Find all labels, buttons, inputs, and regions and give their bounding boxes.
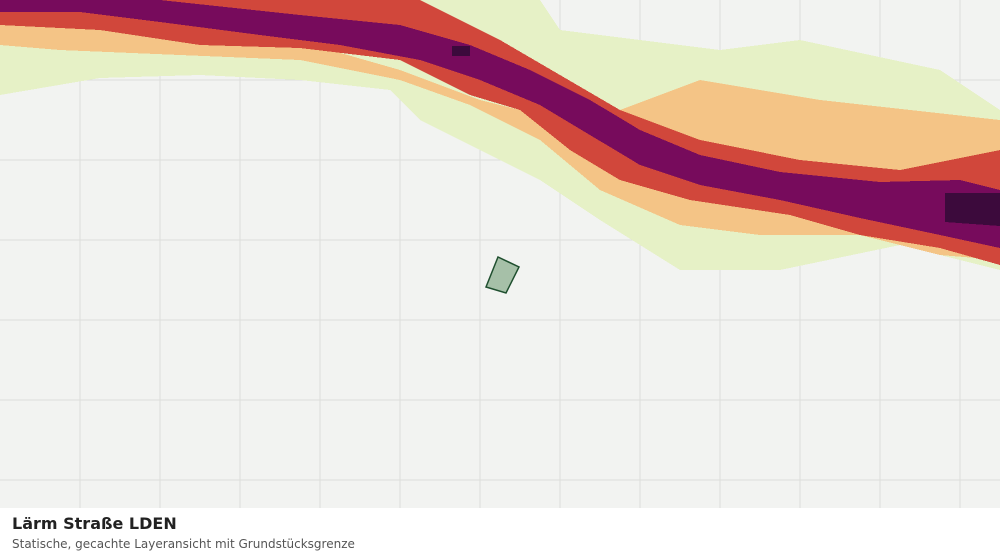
noise-zone-extreme xyxy=(452,46,470,56)
parcel-boundary xyxy=(484,255,521,294)
caption: Lärm Straße LDEN Statische, gecachte Lay… xyxy=(0,508,1000,560)
map-view xyxy=(0,0,1000,508)
noise-zone-extreme xyxy=(945,193,1000,226)
caption-title: Lärm Straße LDEN xyxy=(12,514,177,533)
noise-zone-very-high xyxy=(0,0,1000,248)
caption-subtitle: Statische, gecachte Layeransicht mit Gru… xyxy=(12,537,355,551)
noise-layer xyxy=(0,0,1000,270)
noise-zone-high xyxy=(0,0,1000,265)
